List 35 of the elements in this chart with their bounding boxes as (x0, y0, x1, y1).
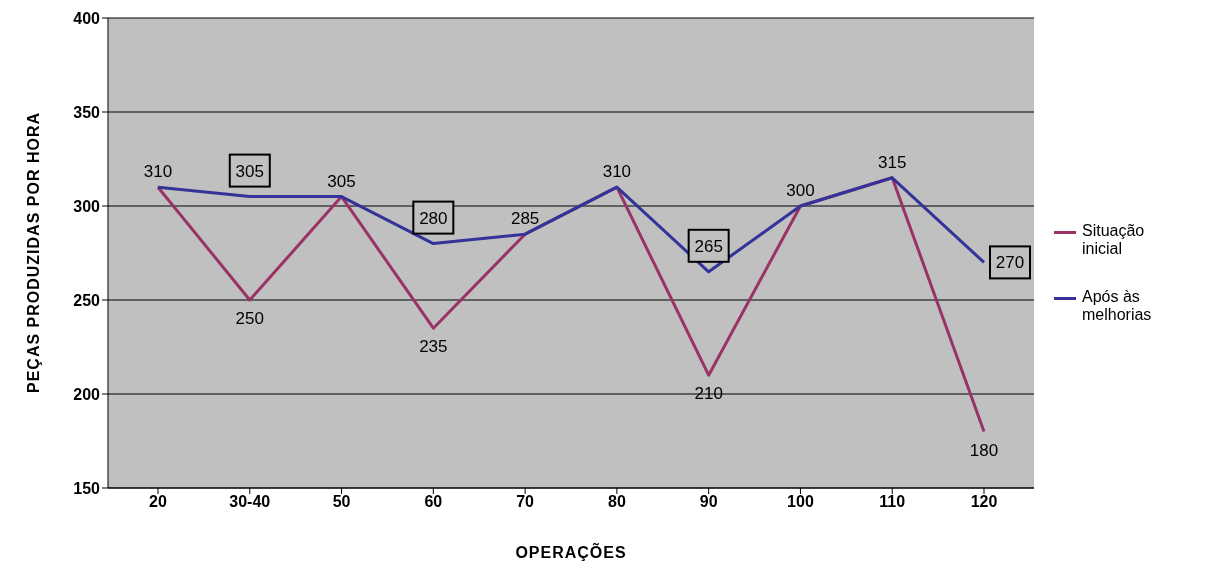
y-tick-label: 150 (73, 479, 101, 497)
y-tick-label: 300 (73, 197, 101, 215)
y-tick-label: 350 (73, 103, 101, 121)
x-tick-label: 80 (607, 493, 626, 511)
x-tick-label: 100 (787, 493, 814, 511)
data-label: 270 (995, 253, 1025, 273)
x-tick-label: 50 (332, 493, 351, 511)
data-label: 300 (786, 181, 815, 200)
y-tick-label: 400 (73, 9, 101, 27)
x-axis-title: OPERAÇÕES (515, 542, 627, 561)
y-tick-label: 200 (73, 385, 101, 403)
x-tick-label: 120 (970, 493, 998, 511)
data-label: 180 (969, 440, 999, 460)
x-tick-label: 110 (879, 493, 906, 511)
line-series (156, 176, 986, 274)
legend-label: Após às melhorias (1082, 288, 1153, 324)
x-tick-label: 70 (516, 493, 535, 511)
y-axis-title: PEÇAS PRODUZIDAS POR HORA (24, 111, 42, 393)
data-label: 310 (602, 162, 632, 182)
data-label: 280 (419, 208, 448, 228)
data-label: 250 (235, 309, 264, 328)
data-label: 285 (510, 209, 540, 229)
x-tick-label: 90 (699, 493, 718, 511)
x-tick-label: 20 (149, 493, 167, 511)
y-tick-label: 250 (73, 291, 101, 309)
x-tick-label: 60 (424, 493, 443, 511)
data-label: 265 (694, 236, 723, 256)
data-label: 315 (878, 152, 907, 172)
data-label: 305 (327, 171, 356, 191)
legend-label: Situação inicial (1082, 222, 1146, 258)
data-label: 210 (694, 384, 723, 404)
data-label: 310 (143, 162, 173, 182)
x-tick-label: 30-40 (229, 493, 271, 511)
data-label: 305 (235, 161, 264, 181)
data-label: 235 (419, 337, 448, 357)
